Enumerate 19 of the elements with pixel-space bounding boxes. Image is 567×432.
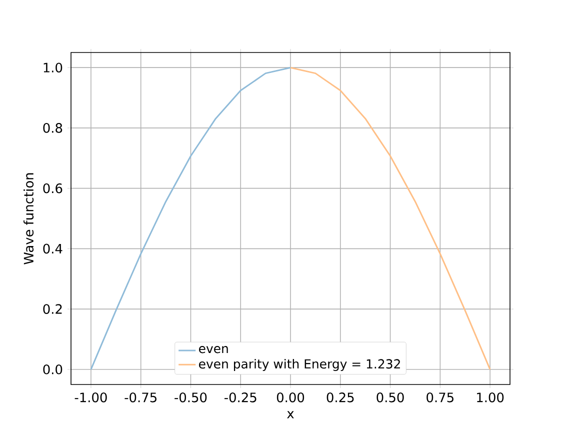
y-tick-label: 0.2 [43, 304, 62, 314]
y-tick-label: 0.8 [43, 123, 62, 133]
x-tick-label: 0.50 [376, 392, 404, 402]
x-tick-label: 0.25 [326, 392, 354, 402]
x-tick-label: -0.50 [174, 392, 207, 402]
x-axis-title: x [287, 411, 294, 418]
x-tick-label: -0.75 [124, 392, 156, 402]
x-tick-label: 0.75 [426, 392, 454, 402]
y-tick-label: 0.4 [43, 244, 62, 254]
x-tick-label: 1.00 [477, 392, 504, 402]
y-tick-label: 0.0 [43, 364, 62, 374]
x-tick-label: 0.00 [276, 392, 304, 402]
legend-label: even [199, 346, 228, 354]
y-tick-label: 0.6 [43, 183, 62, 194]
legend-label: even parity with Energy = 1.232 [199, 358, 400, 372]
y-axis-title: Wave function [24, 173, 34, 264]
y-tick-label: 1.0 [44, 62, 62, 72]
x-tick-label: -1.00 [74, 392, 107, 402]
x-tick-label: -0.25 [224, 392, 256, 402]
